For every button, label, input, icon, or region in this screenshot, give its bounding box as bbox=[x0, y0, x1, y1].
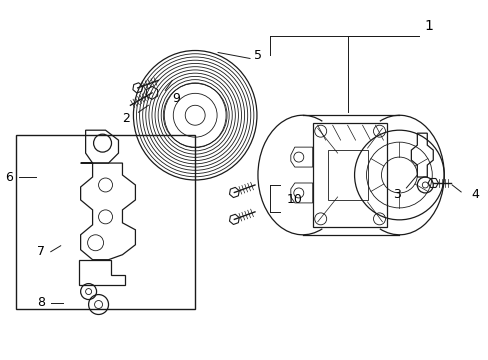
Bar bbox=[16, 135, 195, 310]
Text: 4: 4 bbox=[470, 188, 478, 202]
Bar bbox=[327, 150, 367, 200]
Text: 9: 9 bbox=[172, 92, 180, 105]
Text: 10: 10 bbox=[286, 193, 302, 206]
Text: 2: 2 bbox=[122, 112, 130, 125]
Text: 8: 8 bbox=[37, 296, 45, 309]
Text: 5: 5 bbox=[253, 49, 262, 62]
Text: 1: 1 bbox=[424, 19, 433, 33]
Text: 6: 6 bbox=[5, 171, 13, 184]
Text: 7: 7 bbox=[37, 245, 45, 258]
Text: 3: 3 bbox=[393, 188, 401, 202]
